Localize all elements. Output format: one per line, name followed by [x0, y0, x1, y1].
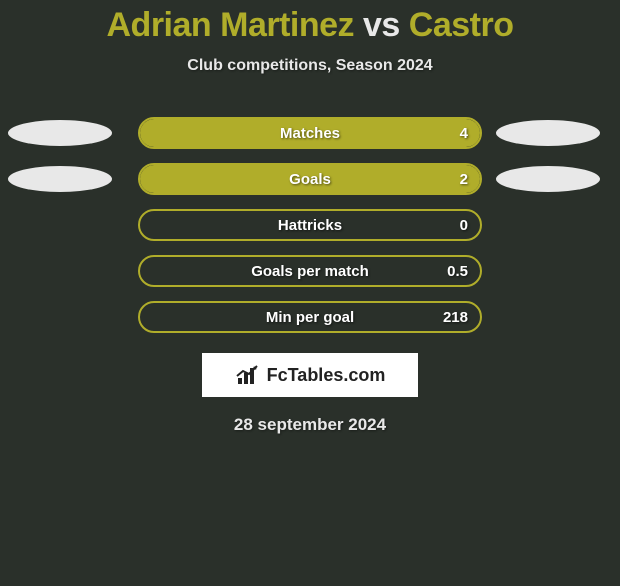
stat-row: Min per goal218 — [0, 301, 620, 333]
stat-row: Goals2 — [0, 163, 620, 195]
stat-value: 218 — [443, 303, 468, 331]
title-connector: vs — [363, 6, 400, 44]
title-player1: Adrian Martinez — [107, 6, 355, 44]
stat-bar: Goals2 — [138, 163, 482, 195]
stat-value: 4 — [460, 119, 468, 147]
comparison-rows: Matches4Goals2Hattricks0Goals per match0… — [0, 117, 620, 333]
subtitle: Club competitions, Season 2024 — [0, 57, 620, 75]
left-pill — [8, 166, 112, 192]
stat-row: Goals per match0.5 — [0, 255, 620, 287]
left-pill — [8, 120, 112, 146]
stat-label: Goals — [140, 165, 480, 193]
logo-box: FcTables.com — [202, 353, 418, 397]
stat-bar: Goals per match0.5 — [138, 255, 482, 287]
right-pill — [496, 166, 600, 192]
stat-label: Matches — [140, 119, 480, 147]
page-title: Adrian Martinez vs Castro — [0, 6, 620, 45]
stat-row: Matches4 — [0, 117, 620, 149]
right-pill — [496, 120, 600, 146]
stat-label: Min per goal — [140, 303, 480, 331]
stat-label: Hattricks — [140, 211, 480, 239]
stat-bar: Matches4 — [138, 117, 482, 149]
stat-bar: Hattricks0 — [138, 209, 482, 241]
stat-value: 2 — [460, 165, 468, 193]
title-player2: Castro — [409, 6, 514, 44]
stat-row: Hattricks0 — [0, 209, 620, 241]
stat-value: 0 — [460, 211, 468, 239]
date-text: 28 september 2024 — [0, 415, 620, 435]
stat-label: Goals per match — [140, 257, 480, 285]
stat-bar: Min per goal218 — [138, 301, 482, 333]
logo-text: FcTables.com — [267, 365, 386, 386]
chart-icon — [235, 364, 261, 386]
stat-value: 0.5 — [447, 257, 468, 285]
